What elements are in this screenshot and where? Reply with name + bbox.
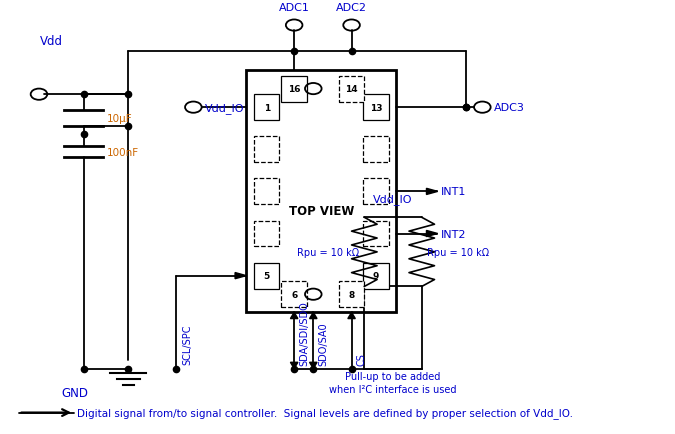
Text: SDO/SA0: SDO/SA0: [319, 322, 329, 365]
Bar: [254, 179, 279, 205]
Bar: [254, 95, 279, 121]
Bar: [363, 179, 389, 205]
Text: ADC1: ADC1: [279, 3, 310, 13]
Text: 5: 5: [264, 272, 270, 280]
Bar: [254, 221, 279, 247]
Text: ADC2: ADC2: [336, 3, 367, 13]
Bar: [254, 263, 279, 289]
Text: Vdd: Vdd: [40, 35, 63, 48]
Text: 10μF: 10μF: [107, 114, 132, 124]
Polygon shape: [427, 231, 437, 237]
Bar: [281, 282, 307, 307]
Bar: [246, 71, 396, 312]
Text: ADC3: ADC3: [494, 103, 524, 113]
Text: TOP VIEW: TOP VIEW: [289, 205, 354, 218]
Polygon shape: [235, 273, 246, 279]
Text: SDA/SDI/SDO: SDA/SDI/SDO: [299, 301, 309, 365]
Text: 9: 9: [373, 272, 379, 280]
Bar: [363, 137, 389, 163]
Text: GND: GND: [61, 386, 88, 399]
Text: Digital signal from/to signal controller.  Signal levels are defined by proper s: Digital signal from/to signal controller…: [77, 407, 573, 418]
Text: INT1: INT1: [441, 187, 466, 197]
Bar: [281, 76, 307, 102]
Text: when I²C interface is used: when I²C interface is used: [329, 384, 457, 394]
Text: 6: 6: [291, 290, 297, 299]
Text: 16: 16: [288, 85, 300, 94]
Bar: [363, 221, 389, 247]
Bar: [254, 137, 279, 163]
Text: Vdd_IO: Vdd_IO: [373, 194, 413, 205]
Polygon shape: [310, 312, 317, 319]
Polygon shape: [290, 312, 298, 319]
Text: 1: 1: [264, 103, 270, 112]
Text: INT2: INT2: [441, 229, 466, 239]
Text: 14: 14: [345, 85, 358, 94]
Text: Rpu = 10 kΩ: Rpu = 10 kΩ: [297, 247, 359, 257]
Text: 8: 8: [348, 290, 354, 299]
Text: Pull-up to be added: Pull-up to be added: [346, 371, 441, 381]
Text: 13: 13: [370, 103, 382, 112]
Text: CS: CS: [356, 352, 367, 365]
Bar: [363, 263, 389, 289]
Text: SCL/SPC: SCL/SPC: [182, 324, 192, 365]
Bar: [363, 95, 389, 121]
Text: Rpu = 10 kΩ: Rpu = 10 kΩ: [427, 247, 489, 257]
Polygon shape: [427, 189, 437, 195]
Bar: [339, 76, 365, 102]
Polygon shape: [348, 312, 355, 319]
Text: Vdd_IO: Vdd_IO: [205, 102, 244, 113]
Polygon shape: [310, 362, 317, 368]
Bar: [339, 282, 365, 307]
Polygon shape: [290, 362, 298, 368]
Text: 100nF: 100nF: [107, 147, 139, 157]
